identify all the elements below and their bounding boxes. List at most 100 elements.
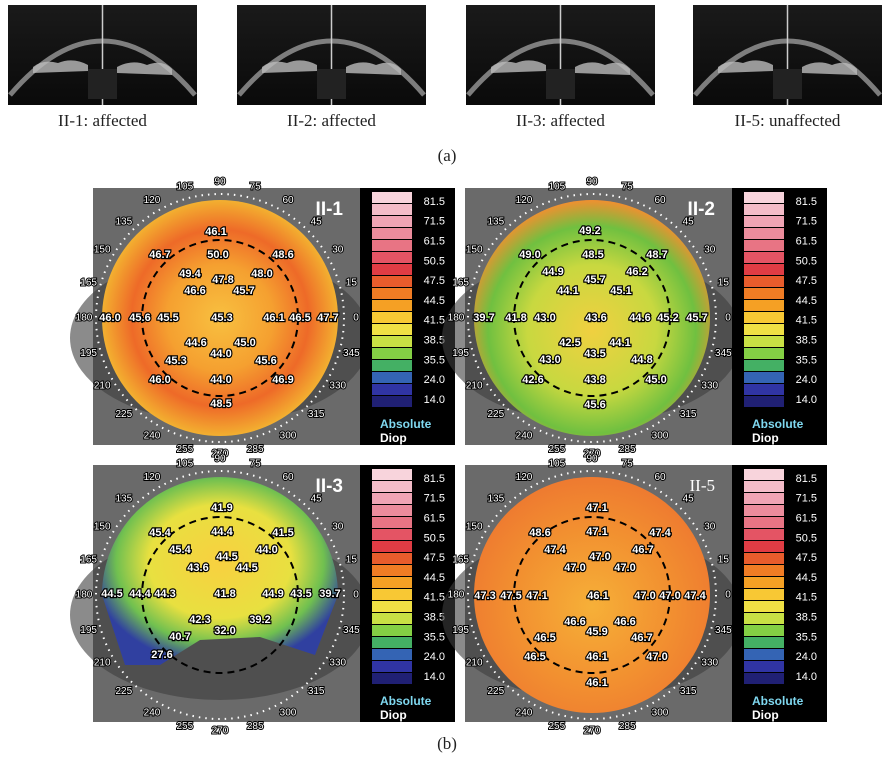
power-value: 47.0 xyxy=(634,590,655,602)
power-value: 48.5 xyxy=(210,398,231,410)
scale-block xyxy=(372,336,412,347)
power-value: 47.0 xyxy=(564,562,585,574)
angle-label: 300 xyxy=(280,430,297,441)
scale-mode: Absolute xyxy=(380,694,432,708)
scale-label: 24.0 xyxy=(424,374,445,386)
angle-label: 150 xyxy=(94,245,111,256)
scale-label: 81.5 xyxy=(796,196,817,208)
angle-label: 165 xyxy=(80,554,97,565)
angle-label: 15 xyxy=(346,554,358,565)
scale-label: 50.5 xyxy=(424,532,445,544)
angle-label: 120 xyxy=(516,472,533,483)
scale-block xyxy=(372,384,412,395)
pupil-zone xyxy=(513,239,671,397)
angle-label: 0 xyxy=(353,313,359,324)
scale-block xyxy=(744,625,784,636)
scale-block xyxy=(372,589,412,600)
map-label: II-3 xyxy=(316,476,343,497)
iris-left xyxy=(33,60,88,73)
scale-label: 44.5 xyxy=(424,572,445,584)
scale-label: 50.5 xyxy=(424,255,445,267)
angle-label: 315 xyxy=(308,409,325,420)
scale-block xyxy=(744,493,784,504)
scale-label: 24.0 xyxy=(796,651,817,663)
scale-block xyxy=(744,613,784,624)
power-value: 44.4 xyxy=(129,588,151,600)
scale-unit: Diop xyxy=(380,708,407,722)
angle-label: 105 xyxy=(176,458,193,469)
angle-label: 60 xyxy=(654,472,666,483)
scale-label: 50.5 xyxy=(796,255,817,267)
scale-mode: Absolute xyxy=(752,417,804,431)
map-label: II-5 xyxy=(690,476,715,495)
angle-label: 30 xyxy=(332,245,344,256)
scale-block xyxy=(744,288,784,299)
scale-block xyxy=(372,252,412,263)
angle-label: 300 xyxy=(652,430,669,441)
angle-label: 255 xyxy=(176,444,193,455)
power-value: 45.0 xyxy=(645,374,666,386)
scale-block xyxy=(372,637,412,648)
angle-label: 15 xyxy=(718,277,730,288)
scale-block xyxy=(744,637,784,648)
scale-label: 35.5 xyxy=(424,631,445,643)
scale-block xyxy=(744,601,784,612)
power-value: 46.1 xyxy=(205,226,226,238)
scale-label: 38.5 xyxy=(424,612,445,624)
iris-left xyxy=(262,60,317,73)
scale-label: 24.0 xyxy=(424,651,445,663)
power-value: 27.6 xyxy=(151,649,172,661)
scale-label: 81.5 xyxy=(424,196,445,208)
power-value: 45.5 xyxy=(157,312,178,324)
scale-block xyxy=(372,625,412,636)
angle-label: 120 xyxy=(144,472,161,483)
angle-label: 90 xyxy=(214,454,226,465)
scale-label: 14.0 xyxy=(424,671,445,683)
scale-block xyxy=(372,481,412,492)
power-value: 47.1 xyxy=(586,502,607,514)
power-value: 47.8 xyxy=(212,274,233,286)
scale-block xyxy=(372,673,412,684)
scale-block xyxy=(744,589,784,600)
power-value: 48.7 xyxy=(646,249,667,261)
angle-label: 225 xyxy=(115,686,132,697)
angle-label: 45 xyxy=(683,216,695,227)
power-value: 45.4 xyxy=(149,527,171,539)
topography-maps: 90 75604530150345330315300285270255240225… xyxy=(70,176,827,738)
scale-block xyxy=(744,517,784,528)
scale-block xyxy=(744,192,784,203)
scale-block xyxy=(372,276,412,287)
pupil-zone xyxy=(513,516,671,674)
power-value: 46.1 xyxy=(586,677,607,689)
power-value: 46.5 xyxy=(524,651,545,663)
scale-label: 61.5 xyxy=(796,236,817,248)
topography-map: 90 75604530150345330315300285270255240225… xyxy=(442,176,827,461)
scale-mode: Absolute xyxy=(752,694,804,708)
power-value: 47.4 xyxy=(684,590,706,602)
angle-label: 180 xyxy=(448,590,465,601)
angle-label: 225 xyxy=(487,409,504,420)
oct-caption: II-2: affected xyxy=(287,111,376,130)
power-value: 49.2 xyxy=(579,225,600,237)
iris-right xyxy=(346,62,401,75)
angle-label: 45 xyxy=(683,493,695,504)
scale-block xyxy=(744,541,784,552)
scale-block xyxy=(744,228,784,239)
scale-block xyxy=(744,360,784,371)
angle-label: 165 xyxy=(452,554,469,565)
oct-caption: II-5: unaffected xyxy=(735,111,841,130)
scale-block xyxy=(744,661,784,672)
angle-label: 270 xyxy=(212,449,229,460)
power-value: 45.6 xyxy=(584,399,605,411)
scale-block xyxy=(372,348,412,359)
power-value: 47.0 xyxy=(589,551,610,563)
power-value: 46.5 xyxy=(289,312,310,324)
map-label: II-2 xyxy=(688,199,715,220)
power-value: 46.1 xyxy=(263,312,284,324)
topography-map: 90 75604530150345330315300285270255240225… xyxy=(70,176,455,461)
angle-label: 30 xyxy=(704,522,716,533)
power-value: 49.0 xyxy=(519,249,540,261)
angle-label: 270 xyxy=(584,449,601,460)
scale-block xyxy=(744,240,784,251)
angle-label: 135 xyxy=(115,216,132,227)
